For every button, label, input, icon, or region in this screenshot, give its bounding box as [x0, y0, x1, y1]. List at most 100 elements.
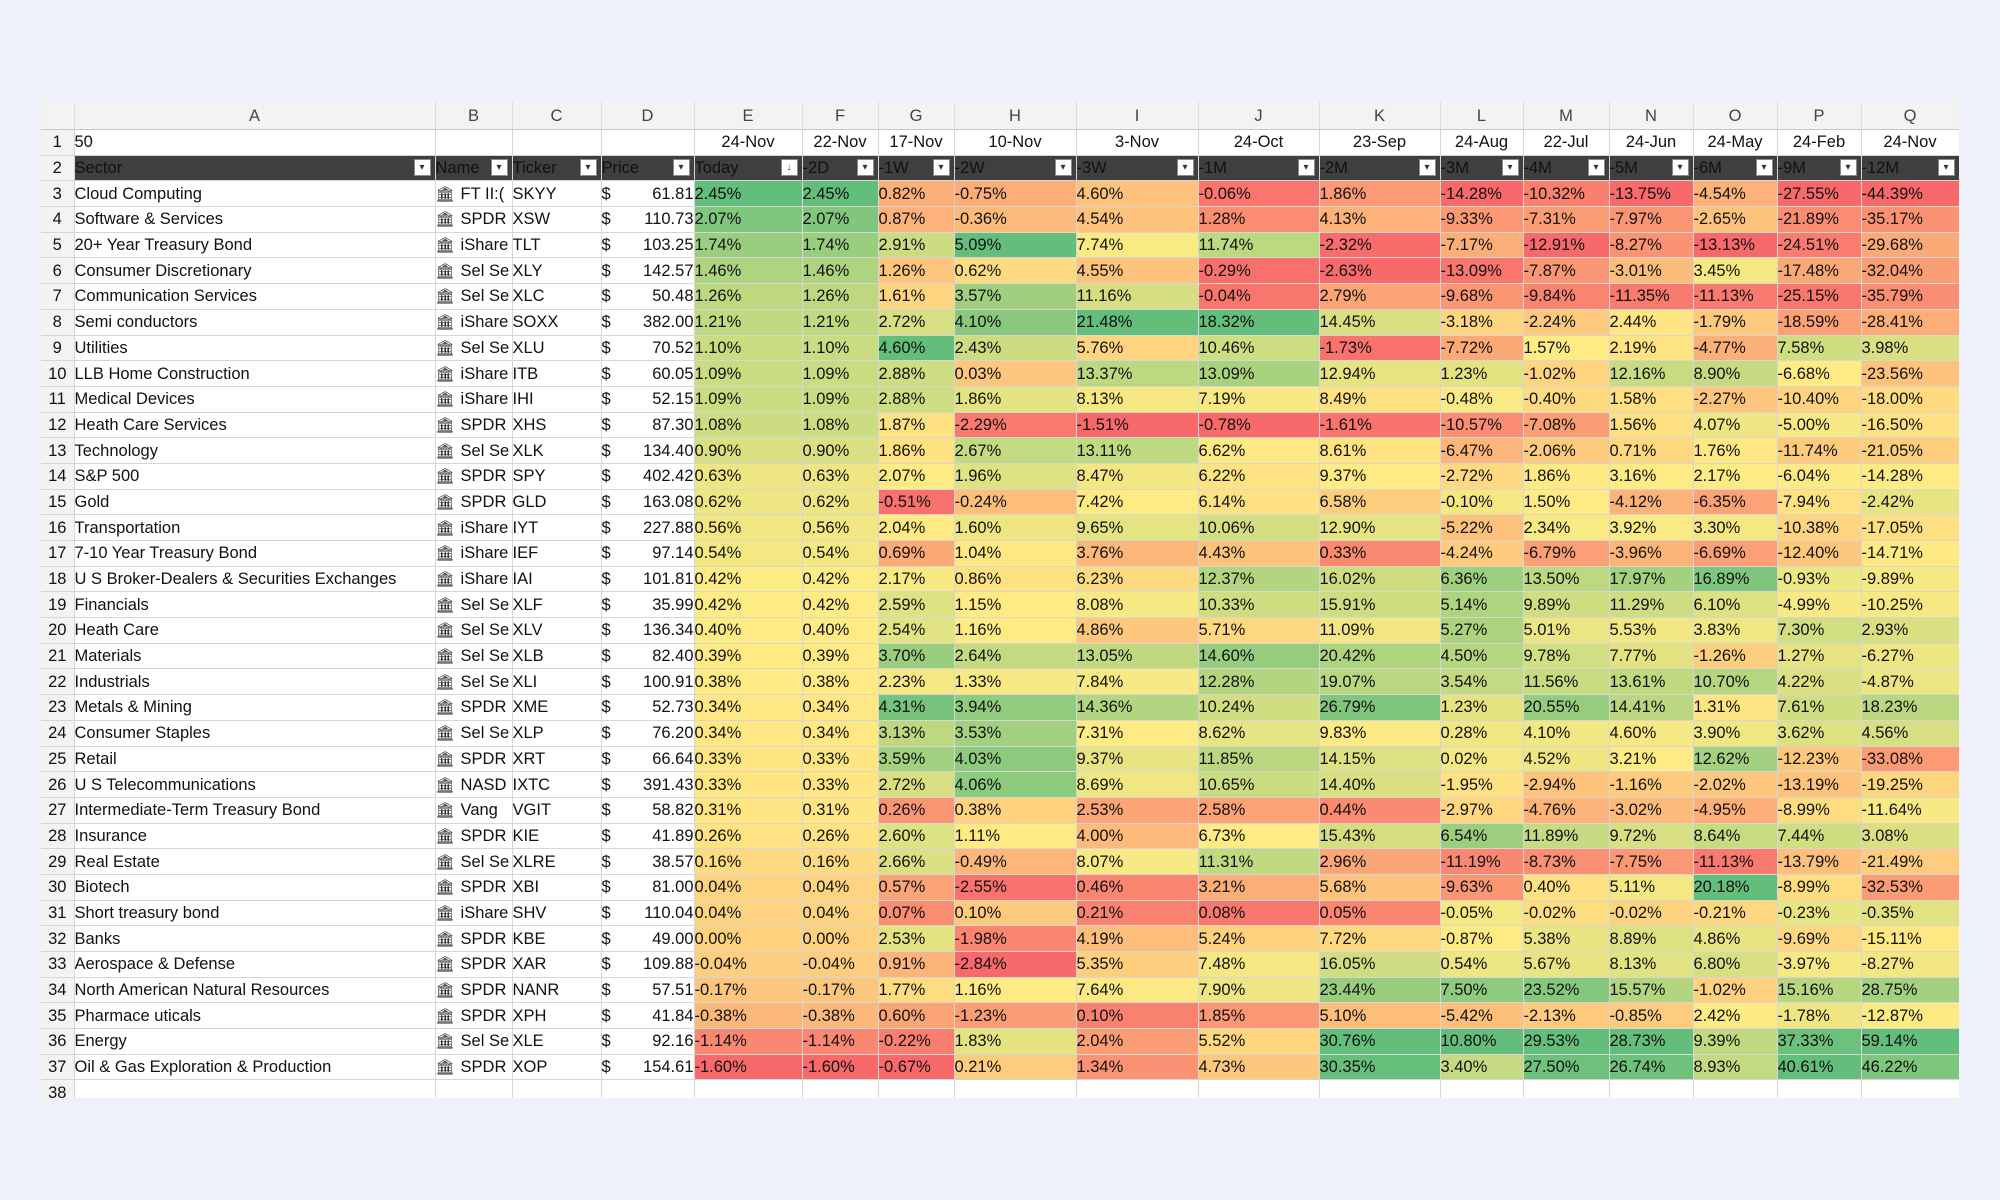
- change-cell[interactable]: 29.53%: [1523, 1028, 1610, 1055]
- change-cell[interactable]: 5.24%: [1198, 925, 1320, 952]
- name-cell[interactable]: 🏛 Sel Se: [435, 591, 513, 619]
- price-cell[interactable]: $92.16: [601, 1028, 695, 1055]
- bank-icon[interactable]: 🏛: [435, 775, 455, 794]
- change-cell[interactable]: 7.30%: [1777, 617, 1862, 644]
- column-header-a[interactable]: A: [74, 102, 436, 130]
- change-cell[interactable]: -9.84%: [1523, 283, 1610, 310]
- change-cell[interactable]: -10.40%: [1777, 386, 1862, 413]
- column-header-i[interactable]: I: [1076, 102, 1199, 130]
- change-cell[interactable]: -21.05%: [1861, 437, 1959, 464]
- empty-cell[interactable]: [1076, 1079, 1199, 1098]
- change-cell[interactable]: -10.57%: [1440, 412, 1524, 439]
- change-cell[interactable]: 9.65%: [1076, 514, 1199, 541]
- price-cell[interactable]: $82.40: [601, 643, 695, 670]
- change-cell[interactable]: 1.76%: [1693, 437, 1778, 464]
- change-cell[interactable]: -6.27%: [1861, 643, 1959, 670]
- change-cell[interactable]: -12.40%: [1777, 540, 1862, 567]
- empty-cell[interactable]: [601, 129, 695, 156]
- change-cell[interactable]: 0.40%: [802, 617, 879, 644]
- change-cell[interactable]: 2.42%: [1693, 1002, 1778, 1030]
- change-cell[interactable]: 0.38%: [954, 797, 1077, 824]
- change-cell[interactable]: 5.27%: [1440, 617, 1524, 644]
- change-cell[interactable]: 1.27%: [1777, 643, 1862, 670]
- change-cell[interactable]: 14.45%: [1319, 309, 1441, 336]
- change-cell[interactable]: -0.04%: [694, 951, 803, 978]
- change-cell[interactable]: 0.71%: [1609, 437, 1694, 464]
- change-cell[interactable]: -0.02%: [1523, 900, 1610, 927]
- name-cell[interactable]: 🏛 SPDR: [435, 1054, 513, 1081]
- change-cell[interactable]: 2.23%: [878, 668, 955, 696]
- row-number[interactable]: 33: [41, 951, 75, 978]
- row-number[interactable]: 38: [41, 1079, 75, 1098]
- change-cell[interactable]: 7.90%: [1198, 977, 1320, 1004]
- change-cell[interactable]: 1.26%: [694, 283, 803, 310]
- change-cell[interactable]: -1.60%: [694, 1054, 803, 1081]
- price-cell[interactable]: $103.25: [601, 232, 695, 259]
- change-cell[interactable]: -10.25%: [1861, 591, 1959, 619]
- name-cell[interactable]: 🏛 Sel Se: [435, 1028, 513, 1055]
- header-period[interactable]: -9M ▾: [1777, 155, 1862, 182]
- change-cell[interactable]: 0.86%: [954, 566, 1077, 593]
- price-cell[interactable]: $35.99: [601, 591, 695, 619]
- row-number[interactable]: 7: [41, 283, 75, 310]
- sector-cell[interactable]: 7-10 Year Treasury Bond: [74, 540, 436, 567]
- header-sector[interactable]: Sector ▾: [74, 155, 436, 182]
- change-cell[interactable]: 10.46%: [1198, 335, 1320, 362]
- name-cell[interactable]: 🏛 Vang: [435, 797, 513, 824]
- ticker-cell[interactable]: XPH: [512, 1002, 602, 1030]
- change-cell[interactable]: 0.31%: [694, 797, 803, 824]
- change-cell[interactable]: 7.61%: [1777, 694, 1862, 721]
- change-cell[interactable]: 2.54%: [878, 617, 955, 644]
- sector-cell[interactable]: Banks: [74, 925, 436, 952]
- date-cell[interactable]: 24-Nov: [694, 129, 803, 156]
- change-cell[interactable]: 0.57%: [878, 874, 955, 901]
- change-cell[interactable]: -7.87%: [1523, 257, 1610, 285]
- price-cell[interactable]: $402.42: [601, 463, 695, 490]
- change-cell[interactable]: 2.17%: [1693, 463, 1778, 490]
- change-cell[interactable]: 5.38%: [1523, 925, 1610, 952]
- change-cell[interactable]: 0.00%: [802, 925, 879, 952]
- bank-icon[interactable]: 🏛: [435, 801, 455, 820]
- name-cell[interactable]: 🏛 SPDR: [435, 977, 513, 1004]
- header-period[interactable]: -3M ▾: [1440, 155, 1524, 182]
- change-cell[interactable]: -6.68%: [1777, 360, 1862, 387]
- row-number[interactable]: 20: [41, 617, 75, 644]
- change-cell[interactable]: 7.77%: [1609, 643, 1694, 670]
- sector-cell[interactable]: Utilities: [74, 335, 436, 362]
- change-cell[interactable]: 37.33%: [1777, 1028, 1862, 1055]
- header-period[interactable]: -2M ▾: [1319, 155, 1441, 182]
- change-cell[interactable]: -2.06%: [1523, 437, 1610, 464]
- change-cell[interactable]: 10.06%: [1198, 514, 1320, 541]
- change-cell[interactable]: 0.02%: [1440, 746, 1524, 773]
- change-cell[interactable]: 6.58%: [1319, 489, 1441, 516]
- change-cell[interactable]: 3.16%: [1609, 463, 1694, 490]
- change-cell[interactable]: 26.74%: [1609, 1054, 1694, 1081]
- change-cell[interactable]: 4.54%: [1076, 206, 1199, 233]
- price-cell[interactable]: $66.64: [601, 746, 695, 773]
- price-cell[interactable]: $49.00: [601, 925, 695, 952]
- price-cell[interactable]: $87.30: [601, 412, 695, 439]
- change-cell[interactable]: 27.50%: [1523, 1054, 1610, 1081]
- change-cell[interactable]: -0.48%: [1440, 386, 1524, 413]
- change-cell[interactable]: 0.26%: [878, 797, 955, 824]
- sector-cell[interactable]: Gold: [74, 489, 436, 516]
- dropdown-filter-icon[interactable]: ▾: [856, 158, 874, 176]
- change-cell[interactable]: 3.54%: [1440, 668, 1524, 696]
- dropdown-filter-icon[interactable]: ▾: [1755, 158, 1773, 176]
- change-cell[interactable]: 0.40%: [1523, 874, 1610, 901]
- change-cell[interactable]: 2.07%: [694, 206, 803, 233]
- change-cell[interactable]: -8.27%: [1861, 951, 1959, 978]
- change-cell[interactable]: 2.91%: [878, 232, 955, 259]
- change-cell[interactable]: -17.05%: [1861, 514, 1959, 541]
- change-cell[interactable]: -7.94%: [1777, 489, 1862, 516]
- change-cell[interactable]: 1.23%: [1440, 360, 1524, 387]
- change-cell[interactable]: 16.89%: [1693, 566, 1778, 593]
- header-period[interactable]: -12M ▾: [1861, 155, 1959, 182]
- change-cell[interactable]: 4.31%: [878, 694, 955, 721]
- change-cell[interactable]: -5.42%: [1440, 1002, 1524, 1030]
- change-cell[interactable]: -0.36%: [954, 206, 1077, 233]
- change-cell[interactable]: 1.11%: [954, 823, 1077, 850]
- change-cell[interactable]: 2.64%: [954, 643, 1077, 670]
- bank-icon[interactable]: 🏛: [435, 878, 455, 897]
- date-cell[interactable]: 24-Oct: [1198, 129, 1320, 156]
